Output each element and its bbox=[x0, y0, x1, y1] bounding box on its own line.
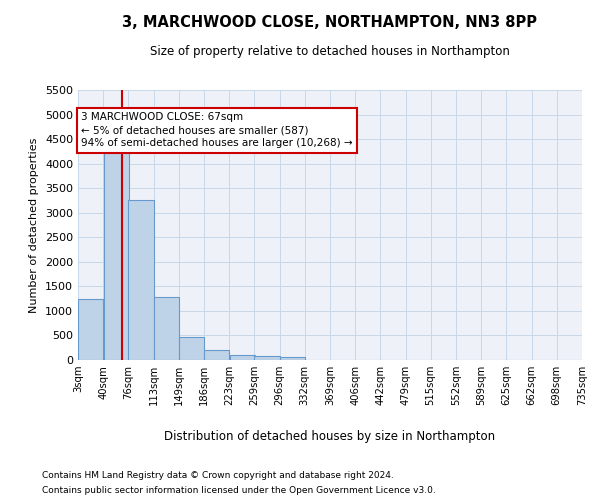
Text: 3 MARCHWOOD CLOSE: 67sqm
← 5% of detached houses are smaller (587)
94% of semi-d: 3 MARCHWOOD CLOSE: 67sqm ← 5% of detache… bbox=[82, 112, 353, 148]
Bar bbox=[154, 298, 179, 360]
Text: Contains HM Land Registry data © Crown copyright and database right 2024.: Contains HM Land Registry data © Crown c… bbox=[42, 471, 394, 480]
Text: 3, MARCHWOOD CLOSE, NORTHAMPTON, NN3 8PP: 3, MARCHWOOD CLOSE, NORTHAMPTON, NN3 8PP bbox=[122, 15, 538, 30]
Bar bbox=[204, 350, 229, 360]
Text: Contains public sector information licensed under the Open Government Licence v3: Contains public sector information licen… bbox=[42, 486, 436, 495]
Bar bbox=[128, 200, 154, 360]
Bar bbox=[280, 357, 305, 360]
Bar bbox=[104, 149, 129, 360]
Bar bbox=[254, 356, 280, 360]
Bar bbox=[78, 298, 103, 360]
Text: Size of property relative to detached houses in Northampton: Size of property relative to detached ho… bbox=[150, 45, 510, 58]
Bar bbox=[179, 336, 204, 360]
Y-axis label: Number of detached properties: Number of detached properties bbox=[29, 138, 40, 312]
Bar bbox=[230, 355, 255, 360]
Text: Distribution of detached houses by size in Northampton: Distribution of detached houses by size … bbox=[164, 430, 496, 443]
